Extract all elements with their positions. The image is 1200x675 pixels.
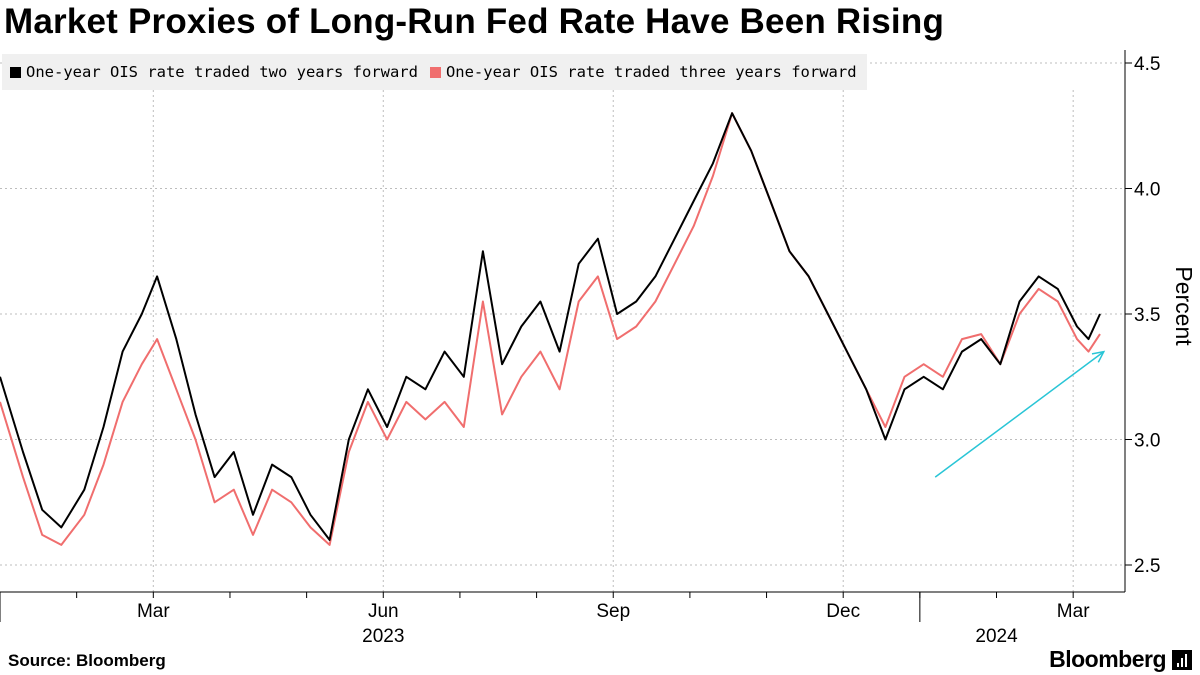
x-tick-label: Dec <box>826 601 860 622</box>
legend-swatch-three-years <box>429 66 441 78</box>
terminal-icon <box>1172 649 1192 670</box>
grid-lines <box>0 62 1125 592</box>
axes: 2.5 3.0 3.5 4.0 4.5 Mar Jun Sep Dec Mar 2023 2024 Pe… <box>0 50 1197 647</box>
x-tick-label: Mar <box>137 601 170 622</box>
legend-label-two-years: One-year OIS rate traded two years forwa… <box>26 63 418 81</box>
brand-name: Bloomberg <box>1049 646 1166 672</box>
legend-item-three-years: One-year OIS rate traded three years for… <box>429 63 857 81</box>
y-tick-label: 3.5 <box>1134 305 1160 326</box>
legend: One-year OIS rate traded two years forwa… <box>2 54 867 90</box>
series-line-two-years <box>0 112 1101 541</box>
x-tick-label: Jun <box>368 601 399 622</box>
x-tick-label: Mar <box>1057 601 1090 622</box>
trend-arrow-head <box>1091 350 1106 363</box>
y-tick-label: 3.0 <box>1134 431 1160 452</box>
y-tick-label: 2.5 <box>1134 556 1160 577</box>
year-label: 2024 <box>975 626 1018 647</box>
chart-title: Market Proxies of Long-Run Fed Rate Have… <box>4 2 945 41</box>
legend-item-two-years: One-year OIS rate traded two years forwa… <box>10 63 418 81</box>
source-note: Source: Bloomberg <box>8 651 166 670</box>
y-tick-label: 4.5 <box>1134 54 1160 75</box>
y-axis-title: Percent <box>1171 266 1197 346</box>
series-lines <box>0 112 1101 546</box>
legend-swatch-two-years <box>10 66 21 78</box>
brand: Bloomberg <box>1049 646 1192 673</box>
annotations <box>934 350 1106 478</box>
legend-label-three-years: One-year OIS rate traded three years for… <box>445 63 857 81</box>
y-tick-label: 4.0 <box>1134 180 1160 201</box>
trend-arrow-shaft <box>934 351 1105 478</box>
year-label: 2023 <box>362 626 404 647</box>
x-tick-label: Sep <box>596 601 630 622</box>
series-line-three-years <box>0 112 1101 546</box>
